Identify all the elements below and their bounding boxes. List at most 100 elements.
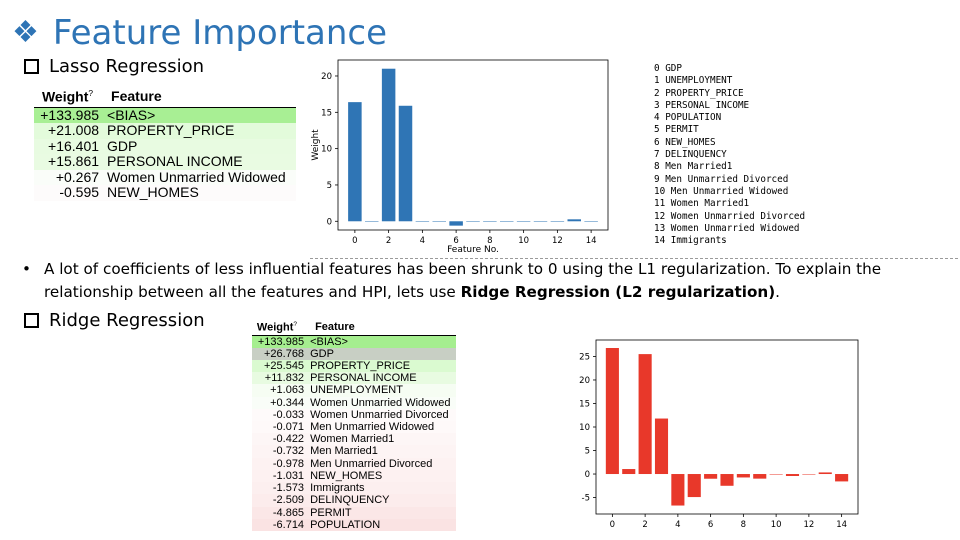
table-row: +0.344 Women Unmarried Widowed bbox=[252, 396, 456, 409]
table-row: -0.033 Women Unmarried Divorced bbox=[252, 408, 456, 422]
bar-feature-10 bbox=[516, 221, 531, 222]
weight-cell: +26.768 bbox=[263, 347, 305, 360]
weight-cell: -1.573 bbox=[272, 482, 305, 495]
feature-column-header: Feature bbox=[103, 86, 296, 108]
feature-cell: GDP bbox=[310, 347, 334, 360]
diamond-bullet-icon: ❖ bbox=[12, 16, 39, 49]
x-tick-label: 14 bbox=[586, 236, 597, 246]
legend-item: 1 UNEMPLOYMENT bbox=[654, 75, 733, 87]
lasso-bar-chart: 0 2 4 6 8 10 12 14 0 5 10 15 20 Feature No. Weight bbox=[311, 59, 609, 255]
bar-feature-4 bbox=[415, 221, 430, 222]
bar-feature-1 bbox=[365, 221, 379, 222]
bar-feature-11 bbox=[785, 474, 800, 477]
y-axis-label: Weight bbox=[311, 129, 321, 161]
weight-cell: +133.985 bbox=[40, 106, 100, 123]
feature-cell: Men Married1 bbox=[310, 445, 378, 458]
table-row: +21.008 PROPERTY_PRICE bbox=[34, 123, 296, 139]
bar-feature-8 bbox=[736, 474, 750, 478]
bar-feature-10 bbox=[769, 474, 783, 475]
bar-feature-14 bbox=[835, 474, 849, 482]
checkbox-bullet-icon bbox=[24, 59, 39, 74]
y-tick-label: 0 bbox=[585, 470, 590, 480]
weight-cell: -4.865 bbox=[272, 506, 305, 519]
x-tick-label: 12 bbox=[803, 520, 814, 530]
weight-cell: +0.267 bbox=[55, 168, 100, 185]
weight-help-mark[interactable]: ? bbox=[293, 321, 298, 328]
y-tick-label: 10 bbox=[321, 145, 332, 155]
legend-item: 13 Women Unmarried Widowed bbox=[654, 222, 800, 234]
ridge-heading-text: Ridge Regression bbox=[49, 310, 205, 331]
weight-cell: -1.031 bbox=[272, 469, 305, 482]
x-tick-label: 14 bbox=[836, 520, 847, 530]
table-row: -1.573 Immigrants bbox=[252, 482, 456, 495]
table-row: +1.063 UNEMPLOYMENT bbox=[252, 384, 456, 397]
x-tick-label: 10 bbox=[518, 236, 529, 246]
weight-column-header: Weight? bbox=[34, 86, 104, 108]
x-tick-label: 10 bbox=[771, 520, 782, 530]
weight-cell: +16.401 bbox=[48, 137, 100, 154]
weight-cell: -0.422 bbox=[272, 433, 305, 446]
feature-cell: Women Unmarried Divorced bbox=[310, 408, 449, 421]
bar-feature-5 bbox=[432, 221, 446, 222]
bar-feature-12 bbox=[550, 221, 565, 222]
legend-item: 4 POPULATION bbox=[654, 112, 722, 124]
weight-cell: -0.595 bbox=[59, 184, 100, 201]
legend-item: 5 PERMIT bbox=[654, 124, 699, 136]
bullet-text: A lot of coefficients of less influentia… bbox=[44, 260, 882, 301]
table-row: -0.422 Women Married1 bbox=[252, 433, 456, 446]
feature-cell: DELINQUENCY bbox=[310, 494, 390, 507]
bar-feature-12 bbox=[802, 474, 816, 475]
weight-help-mark[interactable]: ? bbox=[88, 88, 94, 98]
bar-feature-11 bbox=[533, 221, 548, 222]
feature-cell: Men Unmarried Widowed bbox=[310, 421, 435, 434]
y-tick-label: 25 bbox=[579, 352, 590, 362]
feature-cell: GDP bbox=[107, 137, 138, 154]
table-row: -0.595 NEW_HOMES bbox=[34, 185, 296, 201]
table-header-row: Weight? Feature bbox=[34, 86, 296, 108]
bar-feature-0 bbox=[605, 347, 619, 475]
legend-item: 8 Men Married1 bbox=[654, 161, 733, 173]
lasso-section-heading: Lasso Regression bbox=[24, 56, 204, 77]
legend-item: 0 GDP bbox=[654, 63, 682, 74]
bar-feature-5 bbox=[687, 474, 701, 498]
table-row: +15.861 PERSONAL INCOME bbox=[34, 154, 296, 170]
bar-feature-6 bbox=[704, 474, 718, 479]
legend-item: 6 NEW_HOMES bbox=[654, 136, 716, 148]
bar-feature-13 bbox=[567, 219, 581, 222]
y-tick-label: 20 bbox=[579, 376, 590, 386]
feature-cell: Men Unmarried Divorced bbox=[310, 457, 433, 470]
ridge-section-heading: Ridge Regression bbox=[24, 310, 205, 331]
weight-cell: +25.545 bbox=[263, 360, 305, 373]
feature-cell: Immigrants bbox=[310, 482, 365, 495]
lasso-weights-table: Weight? Feature +133.985 <BIAS> +21.008 PRO… bbox=[34, 86, 296, 201]
lasso-table-body: +133.985 <BIAS> +21.008 PROPERTY_PRICE +16.4… bbox=[34, 107, 296, 201]
bar-feature-9 bbox=[500, 221, 514, 222]
legend-item: 9 Men Unmarried Divorced bbox=[654, 173, 789, 185]
table-row: +16.401 GDP bbox=[34, 137, 296, 155]
x-tick-label: 0 bbox=[610, 520, 615, 530]
table-row: -6.714 POPULATION bbox=[252, 518, 456, 531]
bar-feature-14 bbox=[584, 221, 598, 222]
bar-feature-4 bbox=[671, 474, 685, 506]
feature-cell: PERMIT bbox=[310, 506, 352, 519]
y-tick-label: -5 bbox=[582, 494, 590, 504]
legend-item: 2 PROPERTY_PRICE bbox=[654, 87, 744, 99]
feature-cell: PROPERTY_PRICE bbox=[310, 360, 411, 373]
weight-cell: +0.344 bbox=[270, 396, 305, 409]
bar-feature-3 bbox=[398, 105, 413, 222]
y-tick-label: 20 bbox=[321, 72, 332, 82]
y-tick-label: 15 bbox=[579, 399, 590, 409]
weight-cell: -0.033 bbox=[272, 408, 305, 421]
weight-cell: +15.861 bbox=[48, 153, 100, 170]
y-tick-label: 0 bbox=[327, 217, 332, 227]
bar-feature-8 bbox=[483, 221, 497, 222]
weight-cell: +1.063 bbox=[270, 384, 305, 397]
bullet-dot-icon: • bbox=[22, 260, 31, 278]
y-tick-label: 5 bbox=[327, 181, 332, 191]
table-row: +11.832 PERSONAL INCOME bbox=[252, 372, 456, 385]
legend-item: 14 Immigrants bbox=[654, 235, 727, 247]
weight-column-header: Weight? bbox=[252, 320, 308, 336]
bar-feature-9 bbox=[753, 474, 767, 479]
legend-item: 11 Women Married1 bbox=[654, 198, 750, 210]
y-tick-label: 15 bbox=[321, 108, 332, 118]
